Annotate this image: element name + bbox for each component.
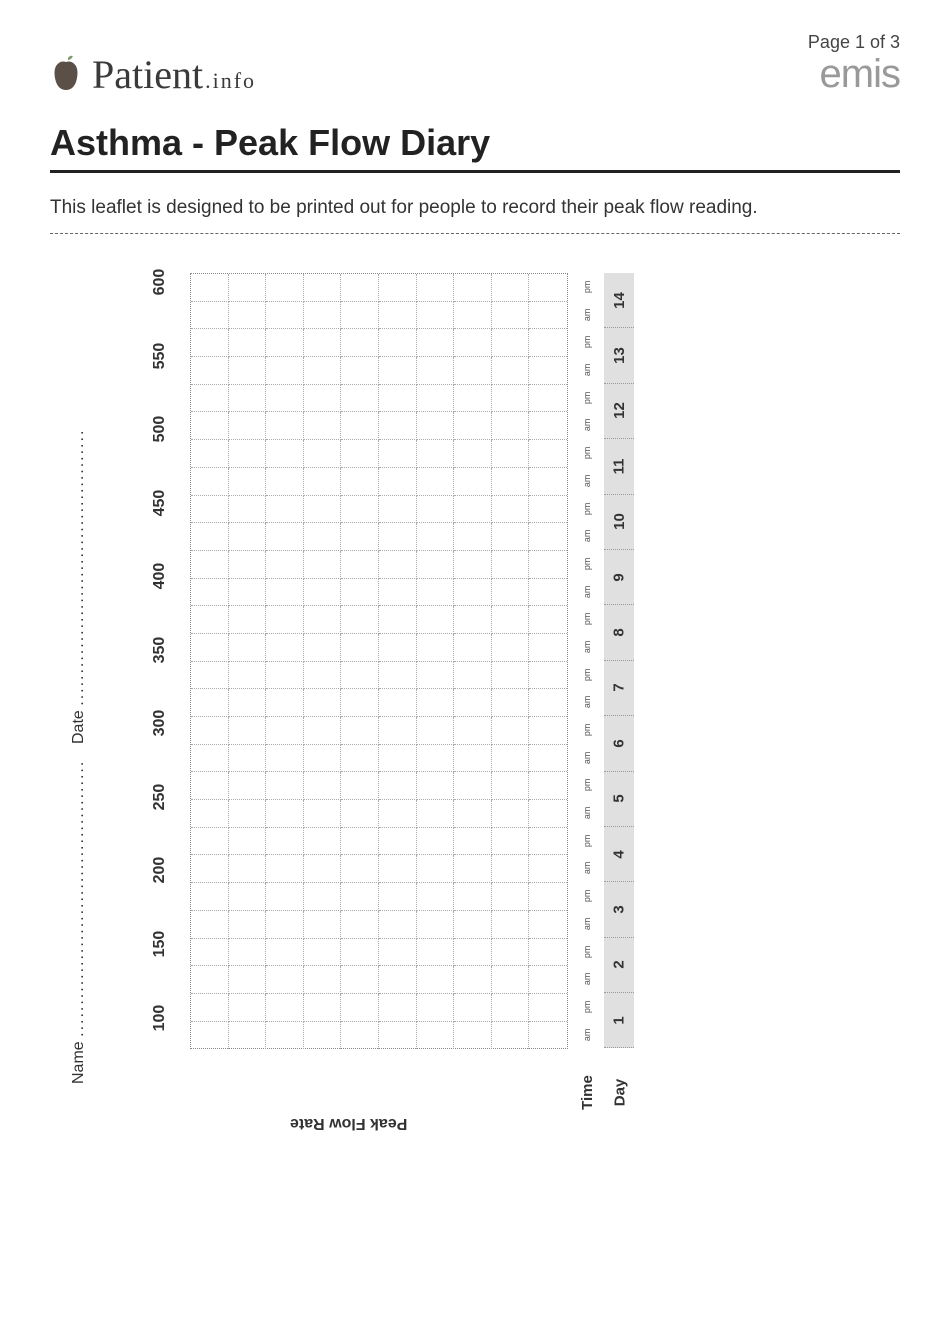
day-cell: 10	[604, 495, 634, 550]
y-axis-title: Peak Flow Rate	[290, 1114, 407, 1132]
time-slot-column: pmampmampmampmampmampmampmampmampmampmam…	[577, 273, 597, 1048]
day-cell: 1	[604, 993, 634, 1048]
time-slot-cell: pm	[573, 775, 601, 795]
time-slot-cell: am	[573, 415, 601, 435]
time-slot-cell: am	[573, 305, 601, 325]
description-text: This leaflet is designed to be printed o…	[50, 197, 900, 219]
y-tick: 350	[151, 630, 169, 670]
time-slot-cell: am	[573, 748, 601, 768]
time-slot-cell: pm	[573, 498, 601, 518]
day-cell: 7	[604, 661, 634, 716]
time-slot-cell: pm	[573, 332, 601, 352]
day-cell: 5	[604, 772, 634, 827]
day-column: 1413121110987654321	[604, 273, 634, 1048]
y-tick: 500	[151, 409, 169, 449]
time-slot-cell: am	[573, 360, 601, 380]
time-slot-cell: am	[573, 526, 601, 546]
y-tick: 450	[151, 483, 169, 523]
y-tick: 200	[151, 850, 169, 890]
day-cell: 14	[604, 273, 634, 328]
day-cell: 12	[604, 384, 634, 439]
y-tick: 600	[151, 262, 169, 302]
brand-suffix: .info	[205, 68, 256, 94]
brand-main: Patient	[92, 51, 203, 98]
page-title: Asthma - Peak Flow Diary	[50, 122, 900, 173]
y-tick: 550	[151, 336, 169, 376]
time-slot-cell: am	[573, 1024, 601, 1044]
time-slot-cell: pm	[573, 609, 601, 629]
time-slot-cell: am	[573, 637, 601, 657]
time-slot-cell: am	[573, 471, 601, 491]
header: Patient.info emis	[50, 50, 900, 98]
time-slot-cell: am	[573, 692, 601, 712]
apple-icon	[50, 54, 82, 92]
day-cell: 2	[604, 938, 634, 993]
time-slot-cell: pm	[573, 554, 601, 574]
time-slot-cell: pm	[573, 443, 601, 463]
time-slot-cell: am	[573, 803, 601, 823]
page-number: Page 1 of 3	[808, 32, 900, 53]
y-tick: 250	[151, 777, 169, 817]
time-axis-label: Time	[579, 1075, 596, 1110]
y-tick: 400	[151, 556, 169, 596]
day-cell: 3	[604, 882, 634, 937]
time-slot-cell: pm	[573, 886, 601, 906]
time-slot-cell: pm	[573, 997, 601, 1017]
day-cell: 11	[604, 439, 634, 494]
time-slot-cell: pm	[573, 664, 601, 684]
y-tick: 100	[151, 998, 169, 1038]
time-slot-cell: pm	[573, 831, 601, 851]
y-tick: 300	[151, 703, 169, 743]
day-axis-label: Day	[611, 1079, 628, 1107]
time-slot-cell: am	[573, 581, 601, 601]
date-field-label: Date ...................................…	[70, 429, 88, 744]
time-slot-cell: pm	[573, 720, 601, 740]
emis-logo: emis	[820, 52, 900, 97]
day-cell: 6	[604, 716, 634, 771]
name-field-label: Name ...................................…	[70, 760, 88, 1084]
peak-flow-chart: Name ...................................…	[50, 264, 900, 1134]
day-cell: 8	[604, 605, 634, 660]
time-slot-cell: pm	[573, 277, 601, 297]
day-cell: 4	[604, 827, 634, 882]
time-slot-cell: pm	[573, 941, 601, 961]
y-tick: 150	[151, 924, 169, 964]
time-slot-cell: am	[573, 858, 601, 878]
time-slot-cell: pm	[573, 388, 601, 408]
divider	[50, 233, 900, 234]
day-cell: 9	[604, 550, 634, 605]
chart-grid	[190, 273, 568, 1049]
time-slot-cell: am	[573, 914, 601, 934]
patient-logo: Patient.info	[50, 50, 256, 98]
day-cell: 13	[604, 328, 634, 383]
time-slot-cell: am	[573, 969, 601, 989]
